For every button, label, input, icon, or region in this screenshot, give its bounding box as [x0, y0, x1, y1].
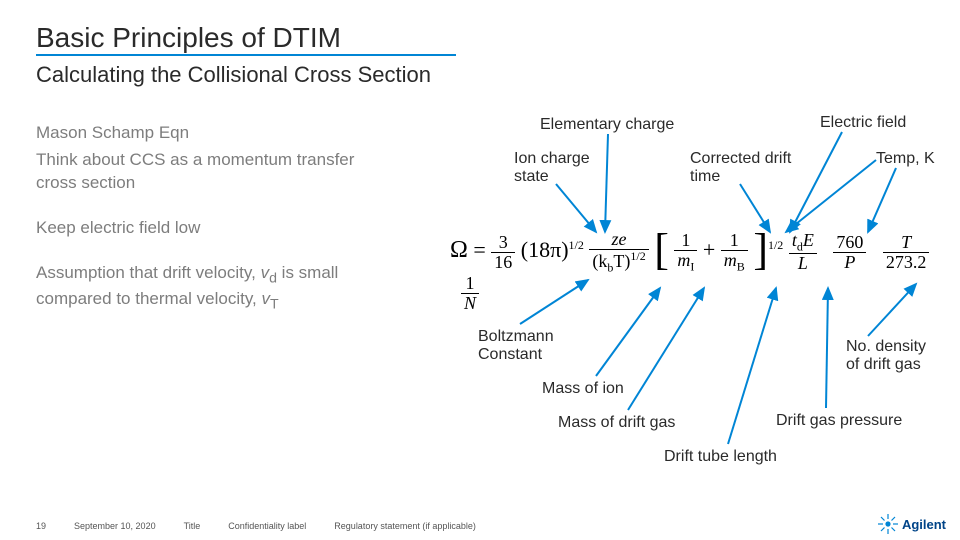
eq-frac-tdE-L: tdE L — [789, 231, 817, 273]
f6n: 760 — [833, 233, 866, 253]
b4-sub1: d — [269, 270, 277, 286]
agilent-logo: Agilent — [878, 514, 946, 534]
f6d: P — [844, 252, 855, 272]
arrow-mass-drift-gas — [628, 288, 704, 410]
label-elementary-charge: Elementary charge — [540, 116, 674, 134]
bullet-3: Keep electric field low — [36, 217, 396, 240]
b4-sub2: T — [270, 297, 279, 313]
label-drift-gas-pressure: Drift gas pressure — [776, 412, 902, 430]
eq-lbracket: [ — [654, 228, 669, 272]
slide-title: Basic Principles of DTIM — [36, 22, 341, 54]
f1n: 3 — [491, 233, 515, 253]
bullet-2: Think about CCS as a momentum transfer c… — [36, 149, 396, 195]
eq-omega: Ω — [450, 237, 468, 263]
eq-18pi: 18π — [528, 237, 561, 262]
arrow-drift-gas-pressure — [826, 288, 828, 408]
footer-regulatory: Regulatory statement (if applicable) — [334, 521, 476, 531]
slide-footer: 19 September 10, 2020 Title Confidential… — [0, 512, 960, 540]
eq-frac-ze: ze (kbT)1/2 — [589, 230, 648, 274]
eq-rparen: ) — [561, 237, 568, 262]
f5nb: E — [803, 230, 814, 250]
arrow-elem-charge — [605, 134, 608, 232]
bullet-1: Mason Schamp Eqn — [36, 122, 396, 145]
f3n: 1 — [674, 231, 697, 251]
b4-text-a: Assumption that drift velocity, — [36, 263, 261, 282]
eq-frac-760-P: 760 P — [833, 233, 866, 272]
f2n: ze — [612, 229, 627, 249]
arrow-drift-tube-length — [728, 288, 776, 444]
f3da: m — [677, 250, 690, 270]
label-drift-tube-length: Drift tube length — [664, 448, 777, 466]
bullet-list: Mason Schamp Eqn Think about CCS as a mo… — [36, 118, 396, 319]
bullet-4: Assumption that drift velocity, vd is sm… — [36, 262, 396, 315]
eq-lparen: ( — [521, 237, 528, 262]
label-ion-charge-state: Ion charge state — [514, 150, 604, 185]
eq-frac-3-16: 3 16 — [491, 233, 515, 272]
f8d: N — [464, 293, 476, 313]
eq-frac-mb: 1 mB — [721, 231, 748, 273]
label-corrected-drift-time: Corrected drift time — [690, 150, 800, 185]
arrow-temp — [868, 168, 896, 232]
label-mass-of-ion: Mass of ion — [542, 380, 624, 398]
label-boltzmann-constant: Boltzmann Constant — [478, 328, 568, 363]
f2db: T) — [613, 251, 630, 271]
f7n: T — [901, 232, 911, 252]
f5d: L — [798, 253, 808, 273]
footer-page: 19 — [36, 521, 46, 531]
footer-confidentiality: Confidentiality label — [228, 521, 306, 531]
arrow-ion-state — [556, 184, 596, 232]
f2da: (k — [592, 251, 607, 271]
footer-title: Title — [184, 521, 201, 531]
mason-schamp-equation: Ω = 3 16 (18π)1/2 ze (kbT)1/2 [ 1 mI + 1… — [450, 230, 930, 300]
eq-plus: + — [703, 237, 721, 262]
arrow-mass-ion — [596, 288, 660, 376]
f7d: 273.2 — [883, 253, 930, 272]
f4n: 1 — [721, 231, 748, 251]
label-temp-k: Temp, K — [876, 150, 935, 168]
title-underline — [36, 54, 456, 56]
eq-half-2: 1/2 — [768, 238, 783, 252]
agilent-logo-text: Agilent — [902, 517, 946, 532]
b4-var1: v — [261, 263, 270, 282]
f8n: 1 — [461, 274, 479, 294]
b4-var2: v — [262, 289, 271, 308]
eq-frac-mi: 1 mI — [674, 231, 697, 273]
eq-frac-1-N: 1 N — [461, 274, 479, 313]
f1d: 16 — [491, 253, 515, 272]
eq-half-1: 1/2 — [569, 238, 584, 252]
label-electric-field: Electric field — [820, 114, 906, 132]
f4dsub: B — [737, 259, 745, 273]
f4da: m — [724, 250, 737, 270]
f2dhalf: 1/2 — [630, 249, 645, 263]
agilent-spark-icon — [878, 514, 898, 534]
f3dsub: I — [690, 259, 694, 273]
footer-date: September 10, 2020 — [74, 521, 156, 531]
eq-equals: = — [473, 237, 491, 262]
label-no-density: No. density of drift gas — [846, 338, 936, 373]
eq-rbracket: ] — [753, 228, 768, 272]
label-mass-of-drift-gas: Mass of drift gas — [558, 414, 675, 432]
slide-subtitle: Calculating the Collisional Cross Sectio… — [36, 62, 431, 88]
eq-frac-T-273: T 273.2 — [883, 233, 930, 272]
